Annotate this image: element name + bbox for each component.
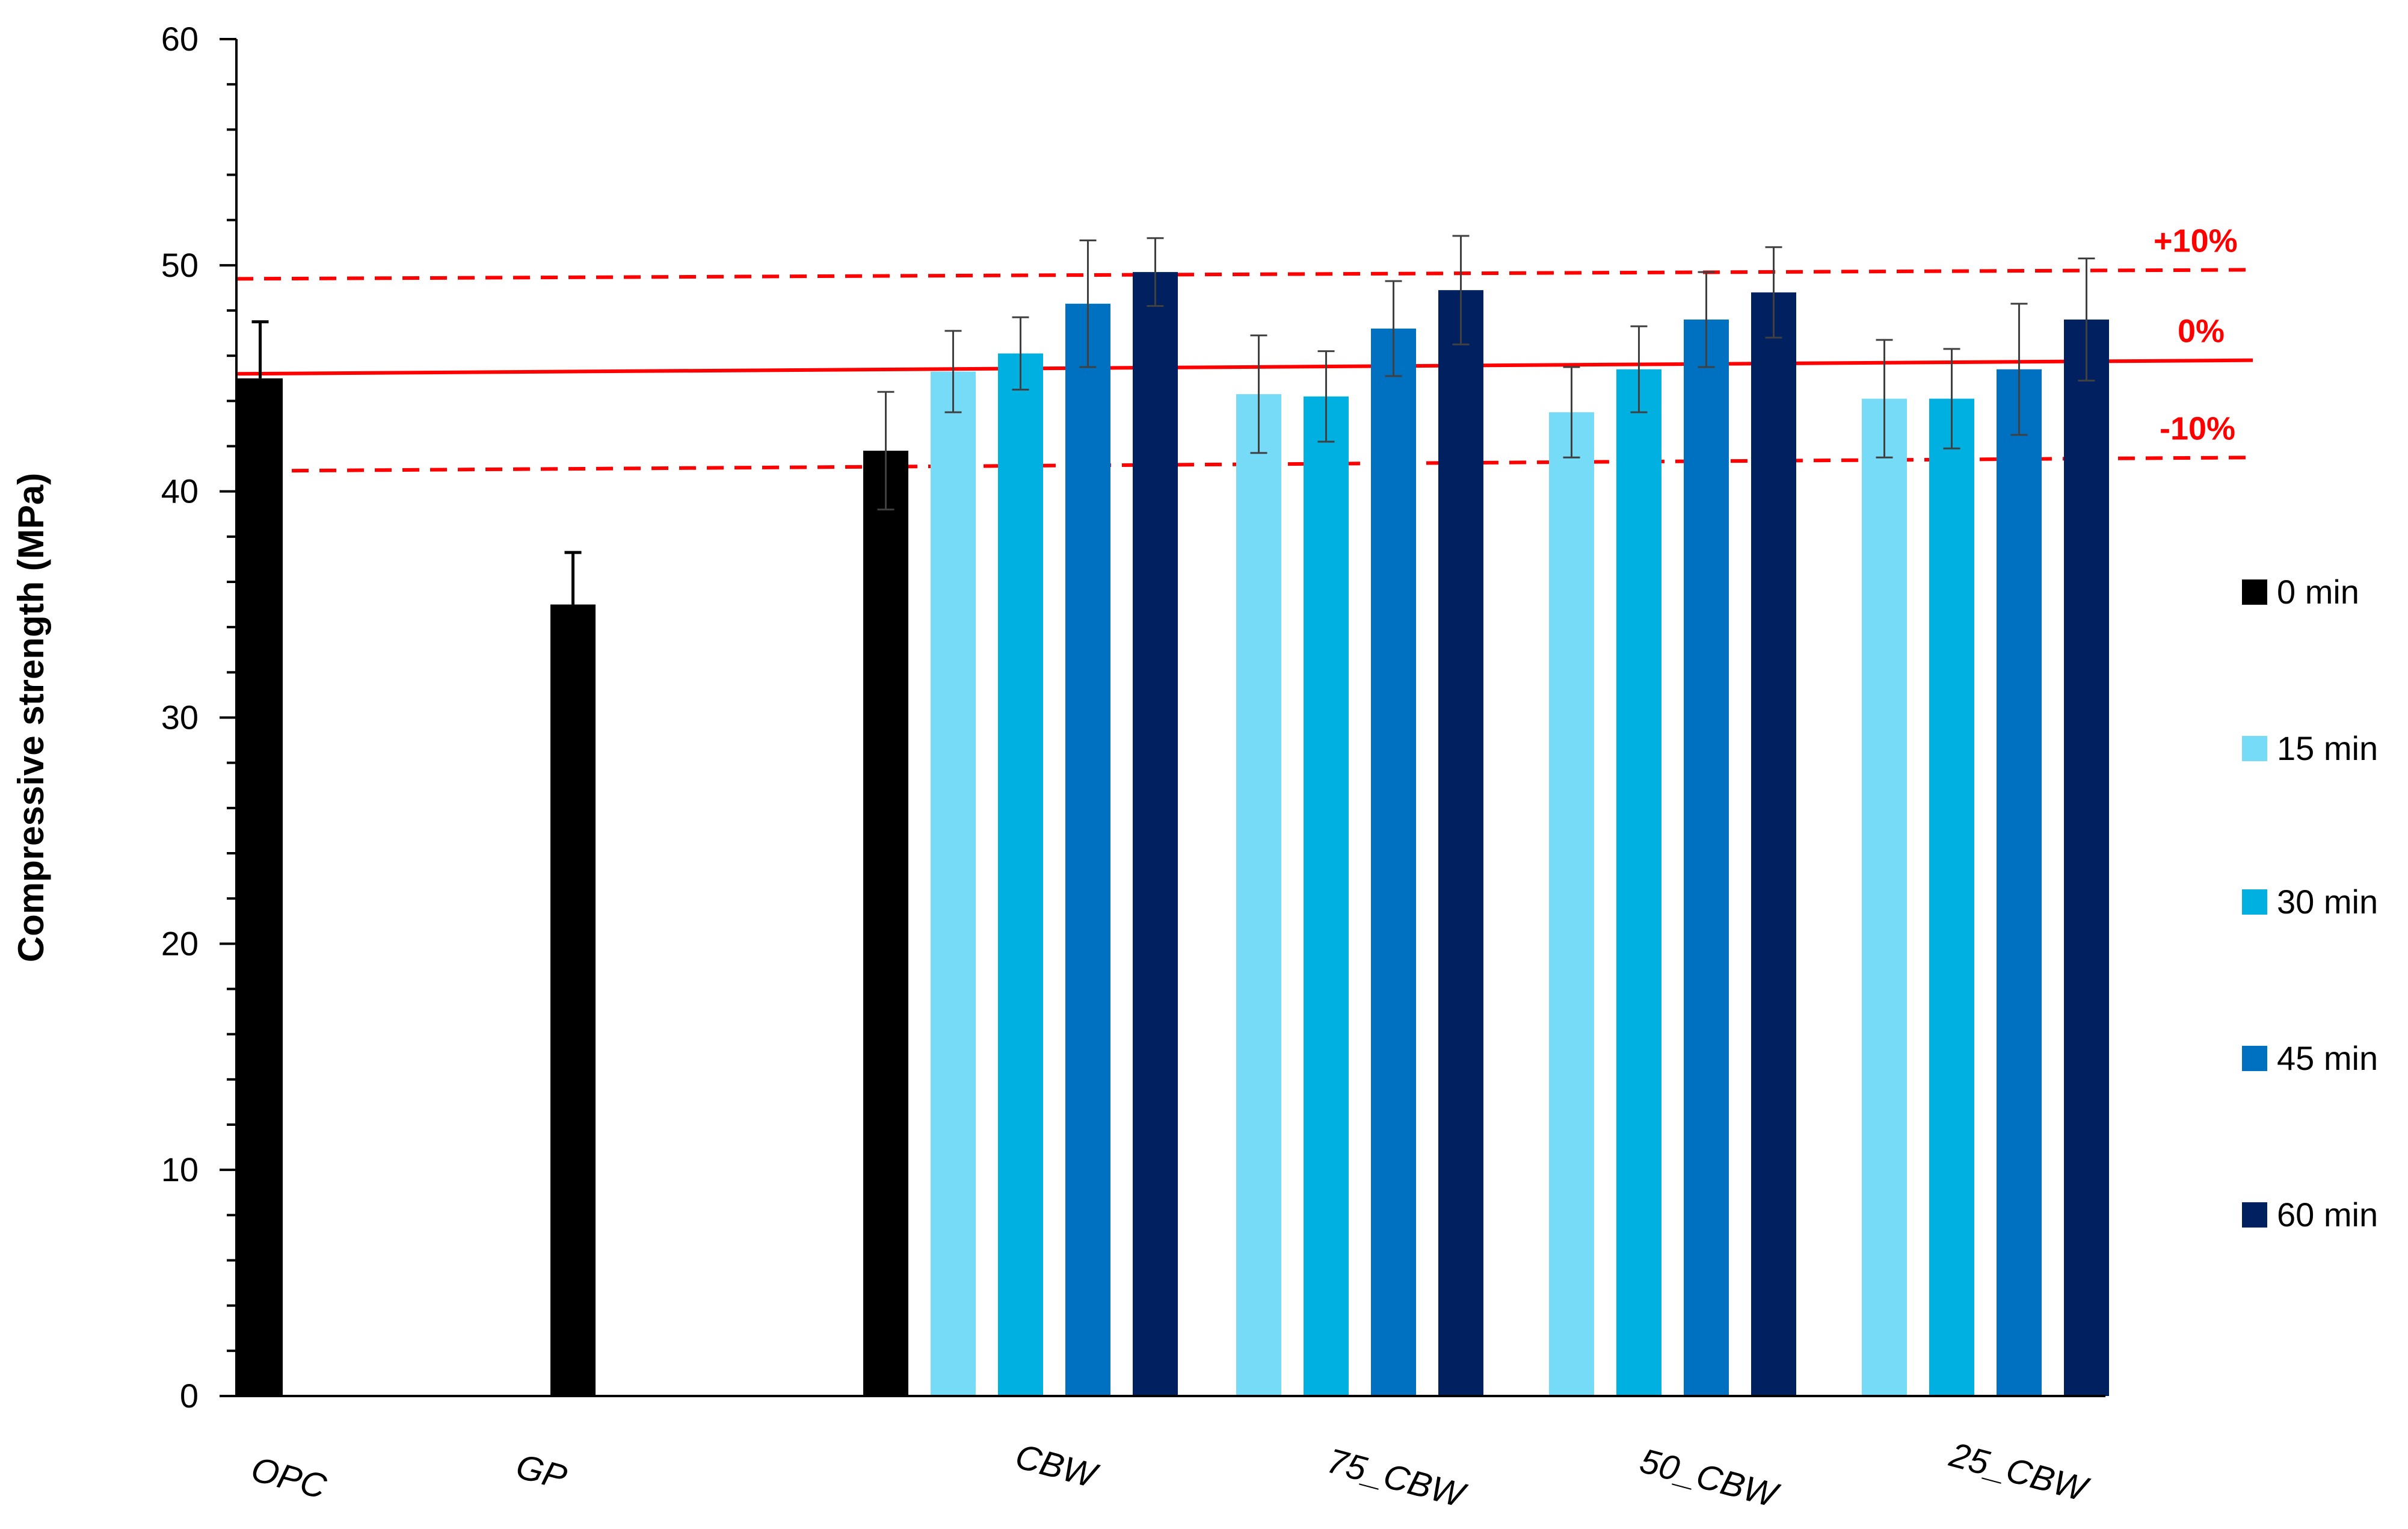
bar-75_cbw-45min: [1371, 329, 1416, 1396]
bar-cbw-60min: [1133, 272, 1178, 1396]
bar-cbw-0min: [863, 451, 908, 1397]
legend-swatch-30min: [2242, 889, 2267, 915]
bar-50_cbw-60min: [1751, 292, 1796, 1396]
reference-label-2: -10%: [2160, 410, 2235, 446]
y-tick-label: 30: [161, 699, 199, 737]
legend: 0 min 15 min 30 min 45 min 60 min: [2242, 573, 2378, 1234]
bar-75_cbw-15min: [1236, 394, 1281, 1396]
legend-label-30min: 30 min: [2277, 883, 2378, 921]
category-label-50_cbw: 50_CBW: [1636, 1441, 1784, 1516]
reference-label-1: 0%: [2178, 314, 2225, 350]
bar-50_cbw-45min: [1684, 320, 1729, 1396]
bar-25_cbw-60min: [2064, 320, 2109, 1396]
axes: [220, 38, 2105, 1397]
category-label-gp: GP: [512, 1447, 571, 1498]
bar-gp-0min: [550, 604, 596, 1397]
bar-cbw-15min: [931, 371, 976, 1396]
bar-50_cbw-15min: [1549, 412, 1594, 1396]
legend-label-45min: 45 min: [2277, 1039, 2378, 1077]
y-tick-label: 50: [161, 246, 199, 284]
bar-cbw-30min: [998, 353, 1043, 1396]
bar-75_cbw-60min: [1438, 290, 1483, 1396]
category-label-25_cbw: 25_CBW: [1945, 1435, 2094, 1509]
legend-swatch-60min: [2242, 1202, 2267, 1228]
reference-label-0: +10%: [2154, 223, 2238, 259]
legend-label-0min: 0 min: [2277, 573, 2359, 611]
bar-25_cbw-30min: [1929, 398, 1974, 1397]
reference-line-1: [236, 358, 2253, 376]
error-bars: [251, 235, 2095, 605]
bar-50_cbw-30min: [1616, 369, 1661, 1396]
labels: +10% 0% -10% 0 10 20 30 40 50 60 Compressive stren…: [11, 20, 2238, 1516]
legend-label-60min: 60 min: [2277, 1196, 2378, 1234]
bar-cbw-45min: [1065, 303, 1110, 1397]
y-axis-label: Compressive strength (MPa): [11, 473, 51, 963]
reference-line-0: [236, 268, 2253, 281]
legend-swatch-0min: [2242, 579, 2267, 605]
category-label-opc: OPC: [247, 1450, 331, 1507]
legend-swatch-45min: [2242, 1046, 2267, 1071]
y-tick-label: 20: [161, 924, 199, 962]
category-label-75_cbw: 75_CBW: [1323, 1441, 1471, 1516]
bars: [238, 272, 2109, 1397]
bar-25_cbw-15min: [1862, 398, 1907, 1397]
bar-25_cbw-45min: [1997, 369, 2042, 1396]
bar-75_cbw-30min: [1304, 396, 1349, 1396]
category-label-cbw: CBW: [1011, 1436, 1103, 1496]
y-tick-label: 10: [161, 1151, 199, 1188]
legend-swatch-15min: [2242, 736, 2267, 761]
legend-label-15min: 15 min: [2277, 729, 2378, 767]
y-tick-label: 60: [161, 20, 199, 58]
bar-opc-0min: [238, 378, 283, 1396]
y-tick-label: 0: [180, 1377, 199, 1415]
y-tick-label: 40: [161, 472, 199, 510]
